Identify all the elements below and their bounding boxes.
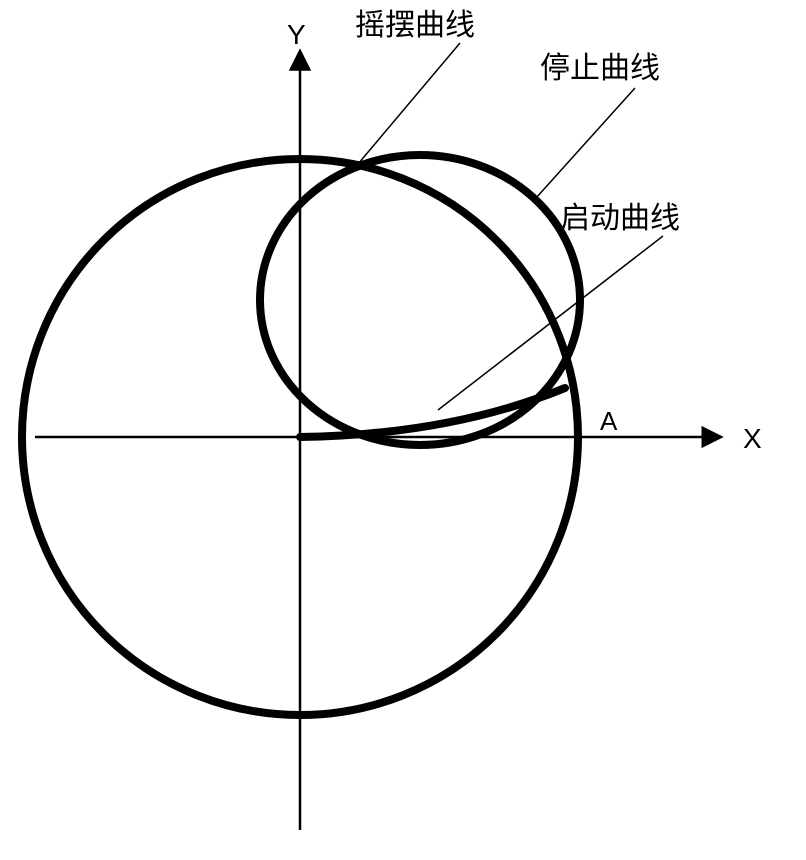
start-label: 启动曲线 <box>560 202 680 235</box>
point-a-label: A <box>600 406 618 436</box>
y-axis-label: Y <box>287 19 306 50</box>
swing-leader <box>358 43 460 164</box>
swing-label: 摇摆曲线 <box>355 9 475 42</box>
stop-label: 停止曲线 <box>540 52 660 85</box>
stop-leader <box>536 88 635 198</box>
x-axis-label: X <box>743 423 762 454</box>
